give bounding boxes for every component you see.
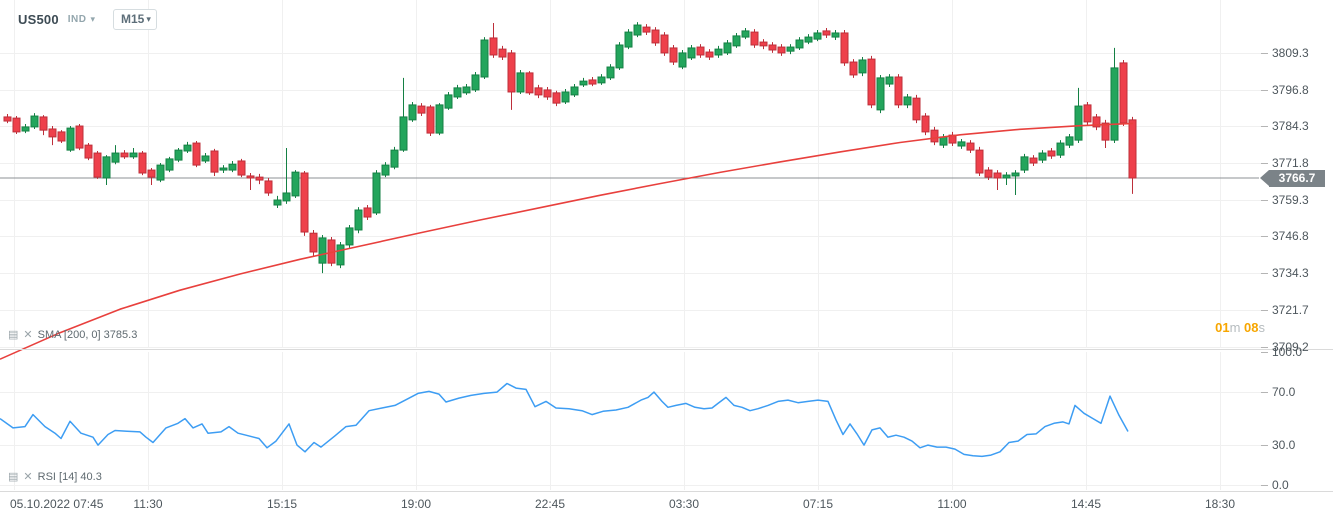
time-tick-label: 05.10.2022 07:45 [10,497,104,511]
price-tick-label: 3734.3 [1272,266,1309,281]
price-tick-label: 3796.8 [1272,82,1309,97]
rsi-settings-icon[interactable]: ▤ [8,471,19,483]
rsi-indicator-label: RSI [14] 40.3 [37,471,102,483]
timeframe-chevron-icon: ▾ [146,13,151,24]
price-tick-label: 3721.7 [1272,303,1309,318]
instrument-type-label: IND [67,14,87,25]
sma-indicator-row: ▤ ✕ SMA [200, 0] 3785.3 [8,329,137,341]
price-tick-label: 3759.3 [1272,192,1309,207]
time-tick-label: 11:00 [937,497,967,511]
time-tick-label: 15:15 [266,497,298,511]
time-tick-label: 07:15 [802,497,834,511]
instrument-dropdown-chevron-icon[interactable]: ▾ [90,14,96,24]
rsi-tick-label: 30.0 [1272,438,1296,453]
timeframe-label: M15 [121,12,145,26]
rsi-tick-label: 0.0 [1272,477,1289,492]
price-tick-label: 3709.2 [1272,339,1309,354]
timer-minutes-unit: m [1229,320,1241,335]
timeframe-selector-button[interactable]: M15 ▾ [113,9,157,30]
time-tick-label: 18:30 [1204,497,1236,511]
price-tick-label: 3809.3 [1272,45,1309,60]
time-tick-label: 22:45 [534,497,566,511]
sma-remove-icon[interactable]: ✕ [23,329,33,341]
sma-indicator-label: SMA [200, 0] 3785.3 [37,329,138,341]
candle-countdown-timer: 01m 08s [1215,320,1265,335]
timer-seconds-unit: s [1258,320,1266,335]
time-tick-label: 11:30 [133,497,163,511]
price-tick-label: 3771.8 [1272,156,1309,171]
current-price-badge: 3766.7 [1260,170,1325,187]
chart-header: US500 IND ▾ M15 ▾ [18,9,157,30]
time-tick-label: 03:30 [668,497,700,511]
timer-seconds: 08 [1244,320,1259,335]
rsi-tick-label: 100.0 [1272,345,1303,360]
rsi-tick-label: 70.0 [1272,385,1296,400]
rsi-indicator-row: ▤ ✕ RSI [14] 40.3 [8,471,102,483]
symbol-label: US500 [18,12,59,27]
time-tick-label: 14:45 [1070,497,1102,511]
time-tick-label: 19:00 [400,497,432,511]
rsi-remove-icon[interactable]: ✕ [23,471,33,483]
price-tick-label: 3784.3 [1272,119,1309,134]
sma-settings-icon[interactable]: ▤ [8,329,19,341]
price-tick-label: 3746.8 [1272,229,1309,244]
timer-minutes: 01 [1215,320,1230,335]
